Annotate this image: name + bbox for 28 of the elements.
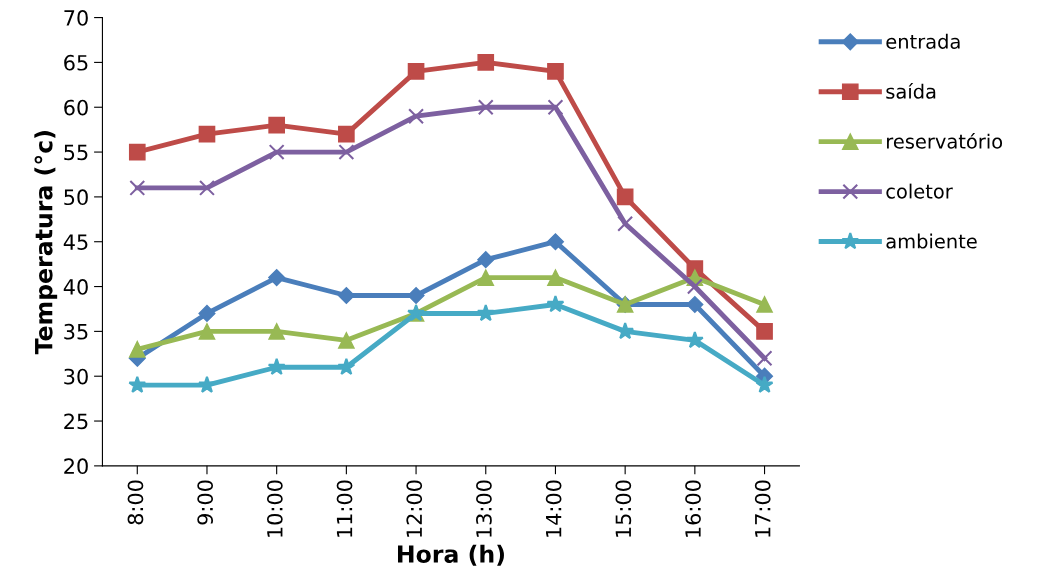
x-tick-label: 9:00 — [197, 480, 214, 525]
x-tick-label: 11:00 — [336, 480, 353, 537]
legend-label: reservatório — [887, 132, 1003, 149]
x-tick-label: 8:00 — [127, 480, 144, 525]
y-tick-label: 35 — [64, 323, 88, 340]
y-tick-label: 65 — [64, 54, 88, 71]
y-tick-label: 25 — [64, 413, 88, 430]
x-tick-label: 10:00 — [266, 480, 283, 537]
legend-label: ambiente — [886, 233, 977, 249]
x-axis-title: Hora (h) — [398, 544, 504, 566]
x-tick-label: 13:00 — [476, 480, 492, 537]
y-tick-label: 45 — [63, 234, 88, 250]
x-tick-label: 12:00 — [406, 480, 423, 537]
x-tick-label: 15:00 — [615, 480, 632, 537]
x-tick-label: 17:00 — [754, 480, 771, 537]
legend-label: saída — [886, 82, 936, 99]
legend-label: entrada — [886, 33, 960, 49]
legend-label: coletor — [886, 183, 953, 199]
y-tick-label: 60 — [64, 99, 88, 116]
y-tick-label: 20 — [64, 458, 88, 475]
y-tick-label: 30 — [64, 368, 88, 385]
y-tick-label: 40 — [63, 279, 88, 295]
x-tick-label: 16:00 — [685, 480, 701, 537]
y-tick-label: 55 — [64, 144, 88, 161]
y-tick-label: 70 — [64, 10, 88, 26]
y-tick-label: 50 — [64, 189, 88, 206]
x-tick-label: 14:00 — [545, 480, 562, 537]
y-axis-title: Temperatura (°c) — [34, 131, 58, 355]
